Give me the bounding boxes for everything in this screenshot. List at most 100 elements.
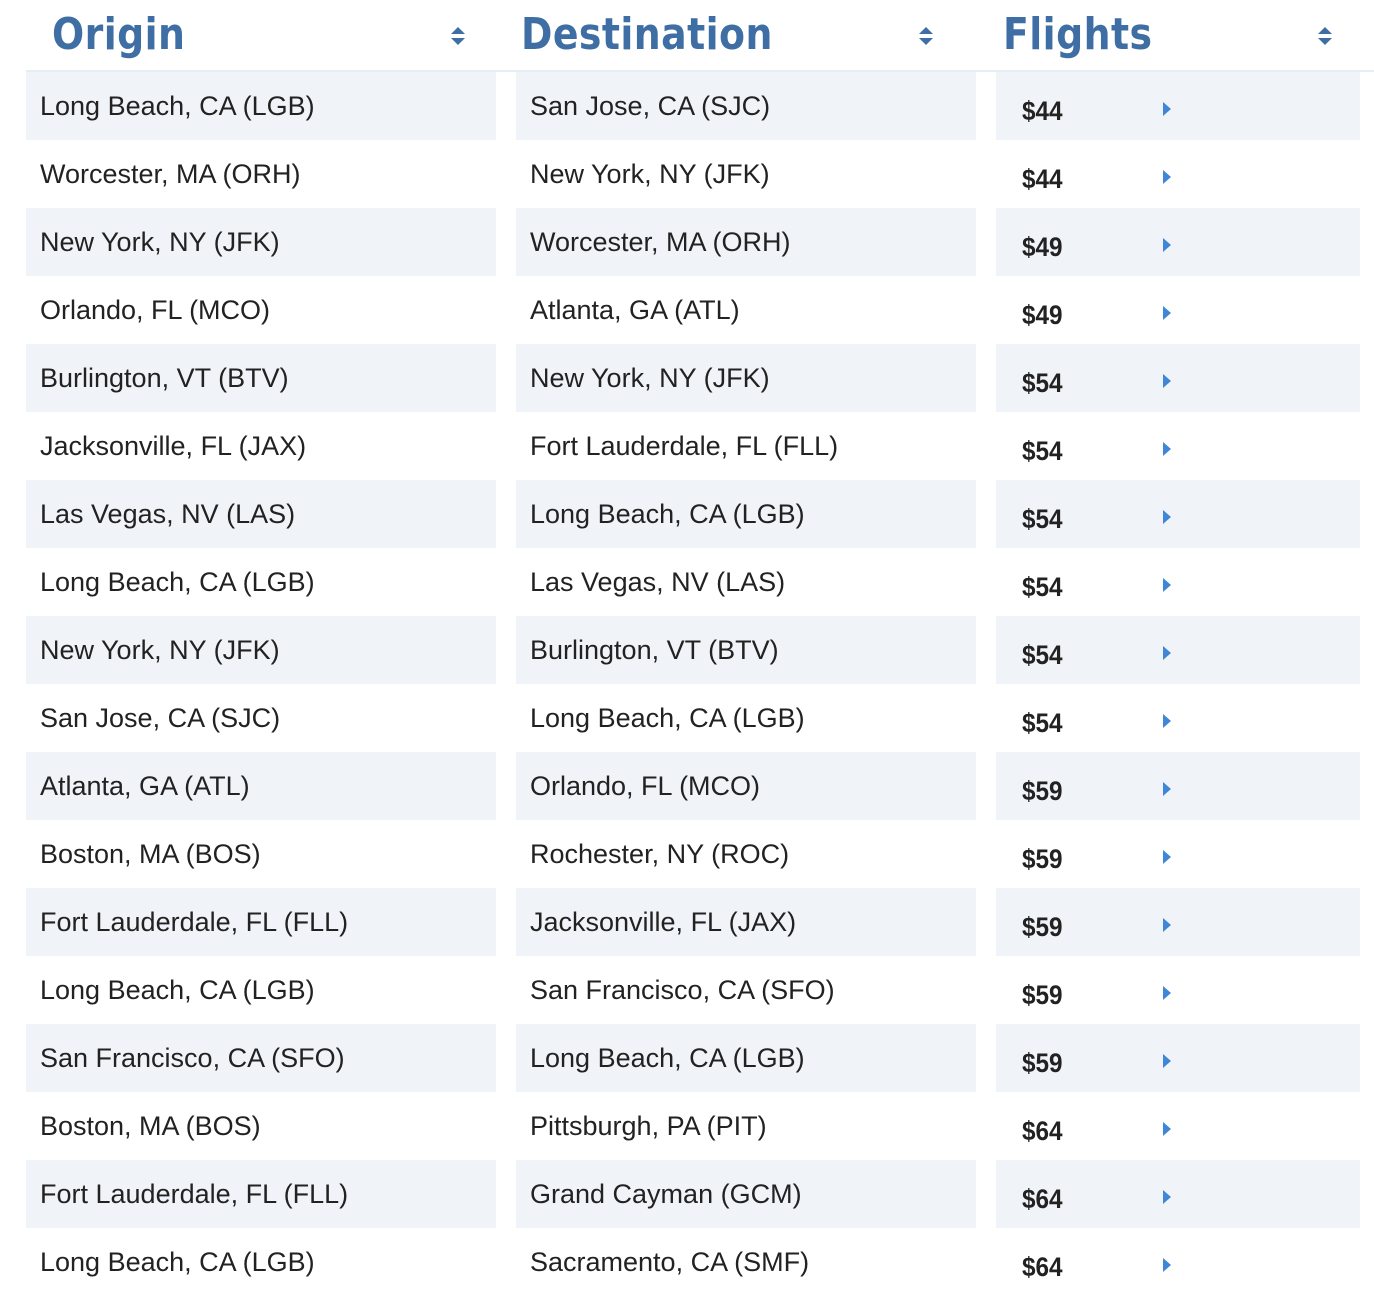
price-cell[interactable]: $64 xyxy=(996,1092,1360,1160)
caret-right-icon[interactable] xyxy=(1163,1258,1171,1272)
table-row[interactable]: Long Beach, CA (LGB) San Jose, CA (SJC) $4… xyxy=(0,72,1374,140)
caret-right-icon[interactable] xyxy=(1163,782,1171,796)
destination-column-header[interactable]: Destination xyxy=(521,0,941,68)
table-row[interactable]: San Jose, CA (SJC) Long Beach, CA (LGB) $5… xyxy=(0,684,1374,752)
table-row[interactable]: Jacksonville, FL (JAX) Fort Lauderdale, F… xyxy=(0,412,1374,480)
origin-cell: New York, NY (JFK) xyxy=(26,616,496,684)
price-cell[interactable]: $54 xyxy=(996,616,1360,684)
origin-column-header[interactable]: Origin xyxy=(52,0,472,68)
sort-icon[interactable] xyxy=(1316,25,1334,47)
price-cell[interactable]: $64 xyxy=(996,1160,1360,1228)
table-row[interactable]: Long Beach, CA (LGB) Sacramento, CA (SMF)… xyxy=(0,1228,1374,1292)
table-row[interactable]: San Francisco, CA (SFO) Long Beach, CA (L… xyxy=(0,1024,1374,1092)
caret-right-icon[interactable] xyxy=(1163,1122,1171,1136)
caret-right-icon[interactable] xyxy=(1163,986,1171,1000)
price-cell[interactable]: $59 xyxy=(996,888,1360,956)
price-link[interactable]: $59 xyxy=(1022,1048,1063,1078)
price-cell[interactable]: $54 xyxy=(996,548,1360,616)
origin-city: New York, NY (JFK) xyxy=(40,635,280,665)
price-link[interactable]: $54 xyxy=(1022,708,1063,738)
table-row[interactable]: Las Vegas, NV (LAS) Long Beach, CA (LGB) $… xyxy=(0,480,1374,548)
sort-icon[interactable] xyxy=(917,25,935,47)
caret-right-icon[interactable] xyxy=(1163,170,1171,184)
price-cell[interactable]: $59 xyxy=(996,820,1360,888)
destination-city: Rochester, NY (ROC) xyxy=(530,839,790,869)
price-cell[interactable]: $49 xyxy=(996,208,1360,276)
price-link[interactable]: $44 xyxy=(1022,164,1063,194)
price-cell[interactable]: $64 xyxy=(996,1228,1360,1292)
price-link[interactable]: $64 xyxy=(1022,1252,1063,1282)
table-row[interactable]: Fort Lauderdale, FL (FLL) Jacksonville, F… xyxy=(0,888,1374,956)
origin-cell: Long Beach, CA (LGB) xyxy=(26,72,496,140)
price-cell[interactable]: $59 xyxy=(996,1024,1360,1092)
destination-city: Las Vegas, NV (LAS) xyxy=(530,567,786,597)
origin-cell: Boston, MA (BOS) xyxy=(26,1092,496,1160)
price-cell[interactable]: $54 xyxy=(996,344,1360,412)
origin-city: San Jose, CA (SJC) xyxy=(40,703,281,733)
price-link[interactable]: $59 xyxy=(1022,776,1063,806)
table-header: Origin Destination Flights xyxy=(0,0,1374,72)
price-cell[interactable]: $54 xyxy=(996,480,1360,548)
destination-cell: Atlanta, GA (ATL) xyxy=(516,276,976,344)
origin-city: Long Beach, CA (LGB) xyxy=(40,567,315,597)
caret-right-icon[interactable] xyxy=(1163,1190,1171,1204)
table-row[interactable]: Worcester, MA (ORH) New York, NY (JFK) $44 xyxy=(0,140,1374,208)
destination-city: San Francisco, CA (SFO) xyxy=(530,975,835,1005)
caret-right-icon[interactable] xyxy=(1163,714,1171,728)
destination-city: San Jose, CA (SJC) xyxy=(530,91,771,121)
price-link[interactable]: $49 xyxy=(1022,300,1063,330)
price-link[interactable]: $54 xyxy=(1022,368,1063,398)
price-link[interactable]: $59 xyxy=(1022,844,1063,874)
caret-right-icon[interactable] xyxy=(1163,578,1171,592)
caret-right-icon[interactable] xyxy=(1163,102,1171,116)
caret-right-icon[interactable] xyxy=(1163,646,1171,660)
caret-right-icon[interactable] xyxy=(1163,306,1171,320)
caret-right-icon[interactable] xyxy=(1163,442,1171,456)
table-row[interactable]: Boston, MA (BOS) Pittsburgh, PA (PIT) $64 xyxy=(0,1092,1374,1160)
table-row[interactable]: Fort Lauderdale, FL (FLL) Grand Cayman (G… xyxy=(0,1160,1374,1228)
destination-cell: Long Beach, CA (LGB) xyxy=(516,480,976,548)
origin-cell: Atlanta, GA (ATL) xyxy=(26,752,496,820)
price-cell[interactable]: $59 xyxy=(996,752,1360,820)
price-cell[interactable]: $54 xyxy=(996,412,1360,480)
price-link[interactable]: $54 xyxy=(1022,436,1063,466)
price-cell[interactable]: $44 xyxy=(996,140,1360,208)
table-row[interactable]: Atlanta, GA (ATL) Orlando, FL (MCO) $59 xyxy=(0,752,1374,820)
caret-right-icon[interactable] xyxy=(1163,510,1171,524)
price-link[interactable]: $59 xyxy=(1022,980,1063,1010)
price-link[interactable]: $54 xyxy=(1022,504,1063,534)
destination-city: New York, NY (JFK) xyxy=(530,159,770,189)
table-row[interactable]: New York, NY (JFK) Burlington, VT (BTV) $5… xyxy=(0,616,1374,684)
caret-right-icon[interactable] xyxy=(1163,1054,1171,1068)
caret-right-icon[interactable] xyxy=(1163,850,1171,864)
table-row[interactable]: Burlington, VT (BTV) New York, NY (JFK) $5… xyxy=(0,344,1374,412)
table-row[interactable]: Orlando, FL (MCO) Atlanta, GA (ATL) $49 xyxy=(0,276,1374,344)
destination-cell: Worcester, MA (ORH) xyxy=(516,208,976,276)
sort-icon[interactable] xyxy=(449,25,467,47)
price-link[interactable]: $54 xyxy=(1022,572,1063,602)
origin-city: New York, NY (JFK) xyxy=(40,227,280,257)
origin-cell: Jacksonville, FL (JAX) xyxy=(26,412,496,480)
price-link[interactable]: $44 xyxy=(1022,96,1063,126)
origin-cell: Long Beach, CA (LGB) xyxy=(26,548,496,616)
caret-right-icon[interactable] xyxy=(1163,918,1171,932)
caret-right-icon[interactable] xyxy=(1163,238,1171,252)
table-row[interactable]: New York, NY (JFK) Worcester, MA (ORH) $49 xyxy=(0,208,1374,276)
flights-column-header[interactable]: Flights xyxy=(1003,0,1343,68)
table-row[interactable]: Long Beach, CA (LGB) San Francisco, CA (S… xyxy=(0,956,1374,1024)
destination-cell: San Francisco, CA (SFO) xyxy=(516,956,976,1024)
price-link[interactable]: $64 xyxy=(1022,1116,1063,1146)
destination-cell: Jacksonville, FL (JAX) xyxy=(516,888,976,956)
price-link[interactable]: $59 xyxy=(1022,912,1063,942)
table-row[interactable]: Boston, MA (BOS) Rochester, NY (ROC) $59 xyxy=(0,820,1374,888)
price-link[interactable]: $54 xyxy=(1022,640,1063,670)
price-cell[interactable]: $49 xyxy=(996,276,1360,344)
caret-right-icon[interactable] xyxy=(1163,374,1171,388)
table-row[interactable]: Long Beach, CA (LGB) Las Vegas, NV (LAS) $… xyxy=(0,548,1374,616)
destination-city: Fort Lauderdale, FL (FLL) xyxy=(530,431,839,461)
price-cell[interactable]: $44 xyxy=(996,72,1360,140)
price-cell[interactable]: $54 xyxy=(996,684,1360,752)
price-cell[interactable]: $59 xyxy=(996,956,1360,1024)
price-link[interactable]: $64 xyxy=(1022,1184,1063,1214)
price-link[interactable]: $49 xyxy=(1022,232,1063,262)
